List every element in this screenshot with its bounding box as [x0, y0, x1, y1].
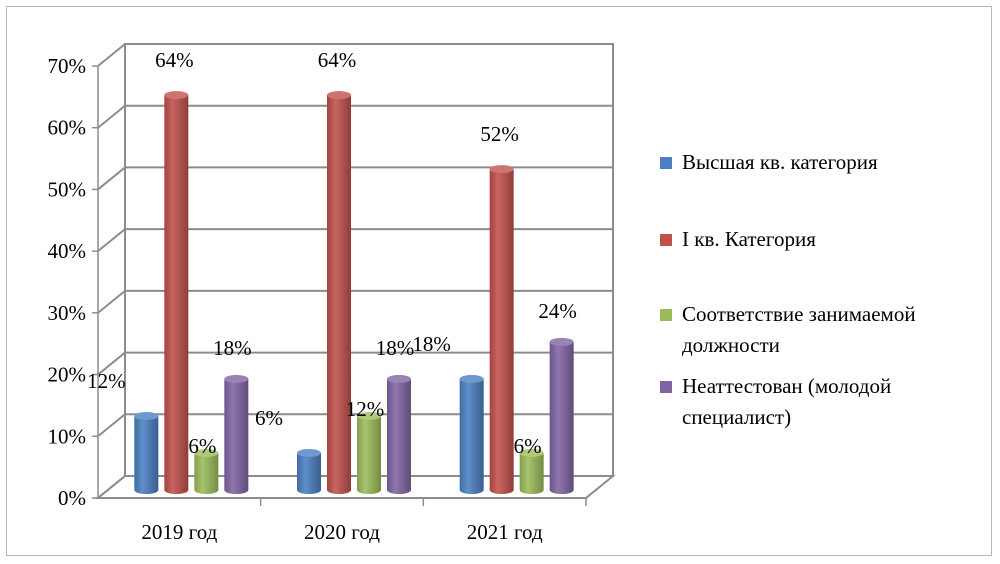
y-tick-label: 0% — [58, 486, 86, 510]
gridline-side — [97, 166, 126, 191]
y-tick-label: 10% — [48, 424, 87, 448]
y-tick-labels: 0% 10% 20% 30% 40% 50% 60% 70% — [48, 54, 87, 510]
bar-top — [224, 374, 249, 383]
data-label: 6% — [255, 406, 283, 430]
bar — [224, 374, 249, 494]
gridline-side — [97, 104, 126, 129]
data-labels: 12%64%6%18%6%64%12%18%18%52%6%24% — [87, 48, 577, 458]
bar-top — [519, 448, 544, 457]
bar-body — [194, 452, 219, 494]
bar-top — [297, 448, 321, 457]
gridline-side — [97, 290, 126, 314]
bar — [489, 165, 514, 495]
bar-body — [134, 415, 159, 494]
x-category-label: 2021 год — [467, 520, 543, 544]
bar-top — [549, 337, 574, 346]
bar-body — [327, 95, 351, 495]
data-label: 64% — [318, 48, 357, 72]
bar — [164, 91, 189, 495]
bar-top — [134, 411, 159, 420]
data-label: 6% — [188, 434, 216, 458]
data-label: 12% — [87, 369, 126, 393]
data-label: 24% — [538, 299, 577, 323]
bar — [134, 411, 159, 494]
bar-top — [327, 91, 351, 100]
bar — [194, 448, 219, 494]
y-tick-label: 70% — [48, 54, 87, 78]
bar — [459, 374, 484, 494]
bar-top — [489, 165, 514, 174]
bar-body — [164, 95, 189, 495]
y-tick-label: 40% — [48, 239, 87, 263]
x-category-label: 2019 год — [141, 520, 217, 544]
bar-top — [357, 411, 381, 420]
bar-top — [194, 448, 219, 457]
y-tick-label: 60% — [48, 116, 87, 140]
bar-body — [297, 452, 321, 494]
legend-item: Высшая кв. категория — [660, 150, 878, 174]
legend-label: должности — [682, 333, 780, 357]
legend-label: Высшая кв. категория — [682, 150, 878, 174]
bar — [297, 448, 321, 494]
bar-body — [224, 378, 249, 494]
bar-body — [549, 341, 574, 494]
gridline-side — [97, 351, 126, 376]
bar-top — [164, 91, 189, 100]
y-tick-label: 20% — [48, 363, 87, 387]
legend-item: Соответствие занимаемой должности — [660, 302, 916, 357]
bar-body — [459, 378, 484, 494]
bar — [357, 411, 381, 494]
legend-swatch — [660, 234, 672, 246]
legend-label: I кв. Категория — [682, 227, 816, 251]
bar — [549, 337, 574, 494]
bar — [387, 374, 411, 494]
legend-label: Соответствие занимаемой — [682, 302, 916, 326]
bars — [134, 91, 574, 495]
bar-body — [489, 169, 514, 495]
y-tick-label: 50% — [48, 177, 87, 201]
gridline-side — [97, 413, 126, 438]
axes — [92, 65, 587, 506]
legend: Высшая кв. категория I кв. Категория Соотв… — [660, 150, 916, 429]
legend-label: специалист) — [682, 405, 791, 429]
y-tick-label: 30% — [48, 301, 87, 325]
legend-item: I кв. Категория — [660, 227, 816, 251]
bar-top — [459, 374, 484, 383]
gridlines — [97, 43, 613, 499]
data-label: 52% — [480, 122, 519, 146]
bar-body — [519, 452, 544, 494]
legend-label: Неаттестован (молодой — [682, 374, 891, 398]
bar-top — [387, 374, 411, 383]
x-category-labels: 2019 год 2020 год 2021 год — [141, 520, 543, 544]
data-label: 64% — [155, 48, 194, 72]
legend-swatch — [660, 157, 672, 169]
data-label: 12% — [346, 397, 385, 421]
data-label: 18% — [213, 336, 252, 360]
x-category-label: 2020 год — [304, 520, 380, 544]
data-label: 6% — [514, 434, 542, 458]
bar — [327, 91, 351, 495]
bar-body — [357, 415, 381, 494]
gridline-side — [97, 228, 126, 252]
gridline-side — [97, 43, 126, 67]
data-label: 18% — [412, 332, 451, 356]
legend-item: Неаттестован (молодой специалист) — [660, 374, 891, 429]
bar-body — [387, 378, 411, 494]
legend-swatch — [660, 309, 672, 321]
bar — [519, 448, 544, 494]
legend-swatch — [660, 381, 672, 393]
data-label: 18% — [376, 336, 415, 360]
gridline-side — [97, 475, 126, 499]
